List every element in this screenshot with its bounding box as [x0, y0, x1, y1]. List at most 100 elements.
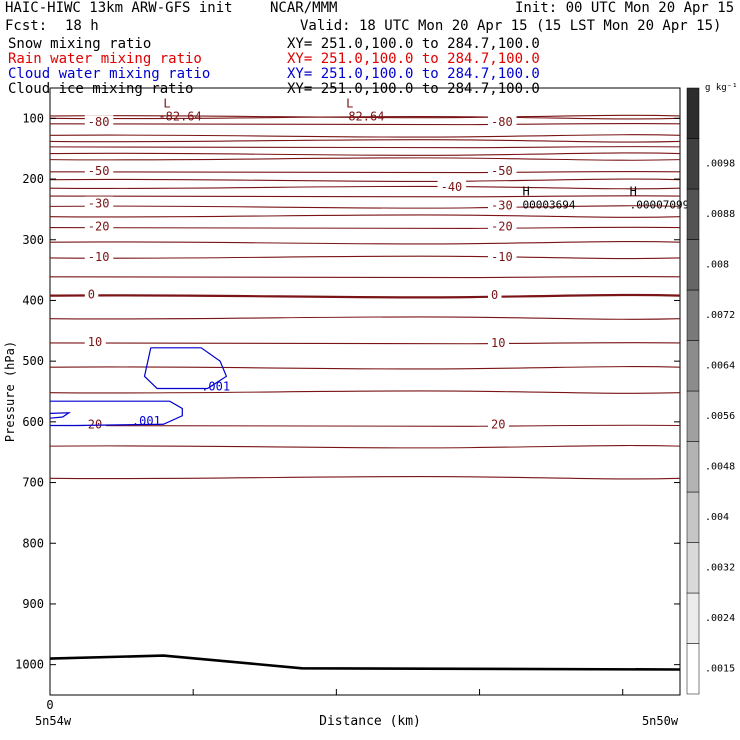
isotherm-line — [49, 122, 681, 126]
isotherm-label: -50 — [88, 164, 110, 178]
plot-frame — [49, 87, 681, 696]
isotherm-label: 10 — [491, 336, 505, 350]
x-end-label: 5n50w — [642, 714, 679, 728]
isotherm-label: 10 — [88, 335, 102, 349]
y-tick-label: 300 — [22, 233, 44, 247]
isotherm-label-bg — [488, 249, 517, 263]
y-tick-label: 200 — [22, 172, 44, 186]
isotherm-line — [49, 214, 681, 218]
colorbar-box — [686, 390, 700, 442]
colorbar-label: .0088 — [705, 209, 735, 220]
isotherm-label: -80 — [491, 115, 513, 129]
isotherm-label: -20 — [88, 220, 110, 234]
colorbar-box — [686, 441, 700, 493]
organization-label: NCAR/MMM — [270, 0, 338, 16]
y-tick-label: 1000 — [15, 658, 44, 672]
cloud-water-label: .001 — [132, 414, 161, 428]
maximum-value: .00007099 — [630, 198, 690, 211]
field-cloud-ice-xy: XY= 251.0,100.0 to 284.7,100.0 — [287, 81, 540, 97]
x-axis-label: Distance (km) — [319, 714, 421, 729]
colorbar-box — [686, 87, 700, 139]
isotherm-line — [49, 226, 681, 230]
maximum-letter: H — [630, 184, 637, 198]
isotherm-label: -20 — [491, 220, 513, 234]
colorbar-box — [686, 542, 700, 594]
isotherm-label: 0 — [88, 288, 95, 302]
colorbar-box — [686, 340, 700, 392]
isotherm-label: -40 — [441, 180, 463, 194]
isotherm-label-bg — [84, 334, 106, 348]
isotherm-line — [49, 366, 681, 370]
colorbar-label: .0064 — [705, 360, 735, 371]
isotherm-line — [49, 157, 681, 161]
x-zero-label: 0 — [46, 698, 53, 712]
x-start-label: 5n54w — [35, 714, 72, 728]
y-axis-label: Pressure (hPa) — [3, 341, 17, 442]
isotherm-label-bg — [488, 336, 509, 350]
isotherm-line — [49, 114, 681, 119]
colorbar-label: .008 — [705, 259, 729, 270]
isotherm-line — [49, 475, 681, 480]
isotherm-label-bg — [84, 219, 114, 233]
isotherm-label-bg — [488, 288, 502, 302]
y-tick-label: 100 — [22, 111, 44, 125]
colorbar-box — [686, 188, 700, 240]
isotherm-line — [49, 185, 681, 190]
maximum-value: 00003694 — [523, 198, 576, 211]
field-snow-xy: XY= 251.0,100.0 to 284.7,100.0 — [287, 36, 540, 52]
cloud-water-contour — [50, 400, 183, 427]
colorbar-unit: g kg⁻¹ — [705, 83, 738, 93]
isotherm-label: -10 — [491, 250, 513, 264]
isotherm-line — [49, 170, 681, 174]
isotherm-line — [49, 139, 681, 143]
minimum-value: -82.64 — [158, 109, 201, 123]
isotherm-line — [49, 134, 681, 138]
y-tick-label: 700 — [22, 476, 44, 490]
isotherm-label-bg — [84, 115, 114, 129]
isotherm-line — [49, 316, 681, 320]
valid-time: Valid: 18 UTC Mon 20 Apr 15 (15 LST Mon … — [300, 18, 722, 34]
isotherm-label-bg — [84, 287, 99, 301]
isotherm-line — [49, 115, 681, 120]
colorbar-label: .0015 — [705, 663, 735, 674]
isotherm-label-bg — [437, 180, 467, 194]
isotherm-label: -50 — [491, 164, 513, 178]
colorbar-box — [686, 289, 700, 341]
surface-line — [49, 654, 681, 671]
y-tick-label: 900 — [22, 597, 44, 611]
isotherm-label-bg — [84, 163, 114, 177]
isotherm-label: 20 — [88, 417, 102, 431]
isotherm-line — [49, 145, 681, 149]
minimum-letter: L — [346, 96, 353, 110]
isotherm-label: 20 — [491, 417, 505, 431]
field-cloud-ice-name: Cloud ice mixing ratio — [8, 81, 194, 97]
isotherm-line — [49, 255, 681, 260]
isotherm-label-bg — [84, 249, 114, 263]
colorbar-box — [686, 592, 700, 644]
minimum-value: -82.64 — [341, 109, 384, 123]
isotherm-line — [49, 178, 681, 183]
field-cloud-water-xy: XY= 251.0,100.0 to 284.7,100.0 — [287, 66, 540, 82]
colorbar-label: .0056 — [705, 411, 735, 422]
forecast-label: Fcst: — [5, 18, 48, 34]
forecast-hour: 18 h — [65, 18, 99, 34]
y-tick-label: 800 — [22, 536, 44, 550]
isotherm-label-bg — [488, 163, 517, 177]
minimum-letter: L — [163, 96, 170, 110]
isotherm-label-bg — [488, 417, 509, 431]
isotherm-line — [49, 424, 681, 428]
colorbar-box — [686, 239, 700, 291]
isotherm-label: 0 — [491, 288, 498, 302]
init-time: Init: 00 UTC Mon 20 Apr 15 — [515, 0, 735, 16]
colorbar-box — [686, 138, 700, 190]
y-tick-label: 500 — [22, 354, 44, 368]
cloud-water-label: .001 — [201, 380, 230, 394]
isotherm-label: -10 — [88, 250, 110, 264]
colorbar-label: .0024 — [705, 613, 735, 624]
model-title: HAIC-HIWC 13km ARW-GFS init — [5, 0, 233, 16]
y-tick-label: 400 — [22, 293, 44, 307]
field-rain-name: Rain water mixing ratio — [8, 51, 202, 67]
y-tick-label: 600 — [22, 415, 44, 429]
